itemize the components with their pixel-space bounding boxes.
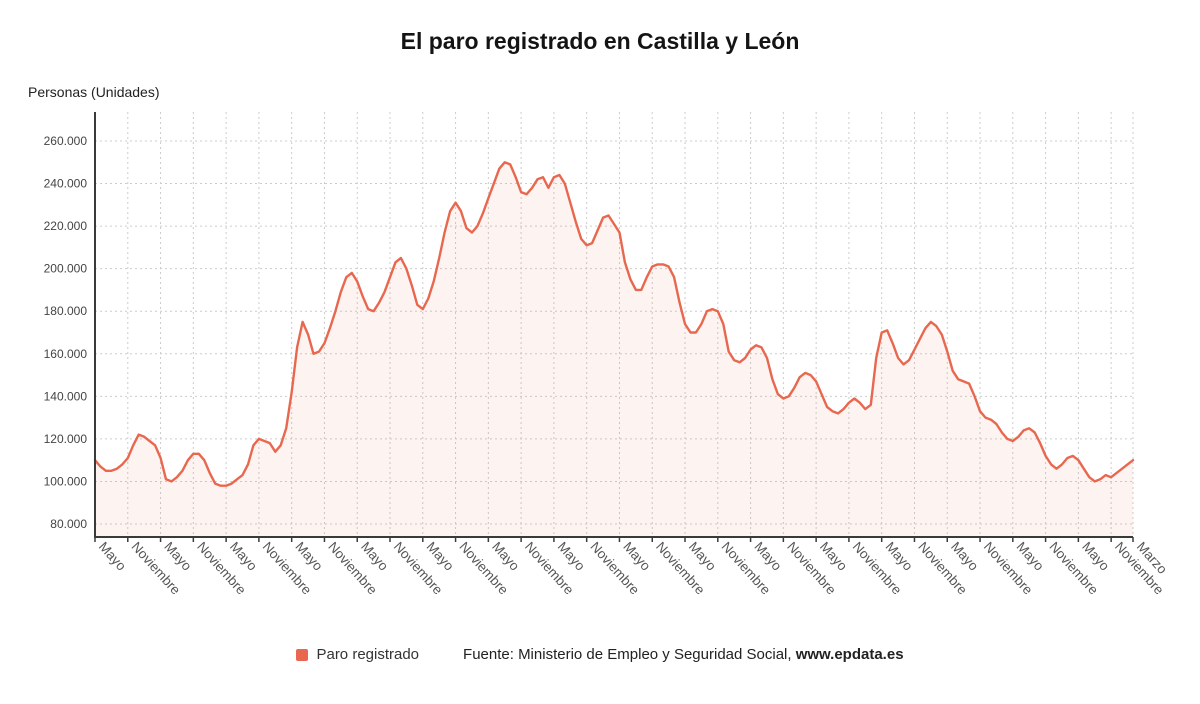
y-tick-label: 80.000 — [50, 517, 87, 531]
source-text: Fuente: Ministerio de Empleo y Seguridad… — [463, 646, 904, 663]
chart-title: El paro registrado en Castilla y León — [400, 28, 800, 54]
series-area-fill — [95, 162, 1133, 538]
y-tick-label: 200.000 — [44, 262, 88, 276]
source-link[interactable]: www.epdata.es — [795, 646, 904, 663]
series-line — [93, 161, 1135, 487]
y-tick-label: 240.000 — [44, 177, 88, 191]
legend-item: Paro registrado — [296, 646, 419, 663]
y-tick-label: 160.000 — [44, 347, 88, 361]
y-tick-label: 140.000 — [44, 389, 88, 403]
y-tick-label: 120.000 — [44, 432, 88, 446]
source-prefix: Fuente: Ministerio de Empleo y Seguridad… — [463, 646, 796, 663]
chart-footer: Paro registrado Fuente: Ministerio de Em… — [0, 646, 1200, 663]
y-tick-label: 260.000 — [44, 134, 88, 148]
x-tick-label: Mayo — [96, 539, 129, 574]
legend-color-swatch — [296, 648, 309, 661]
y-tick-label: 180.000 — [44, 304, 88, 318]
y-tick-label: 220.000 — [44, 219, 88, 233]
y-tick-label: 100.000 — [44, 474, 88, 488]
legend-label: Paro registrado — [316, 646, 420, 663]
y-axis-title: Personas (Unidades) — [28, 84, 160, 100]
